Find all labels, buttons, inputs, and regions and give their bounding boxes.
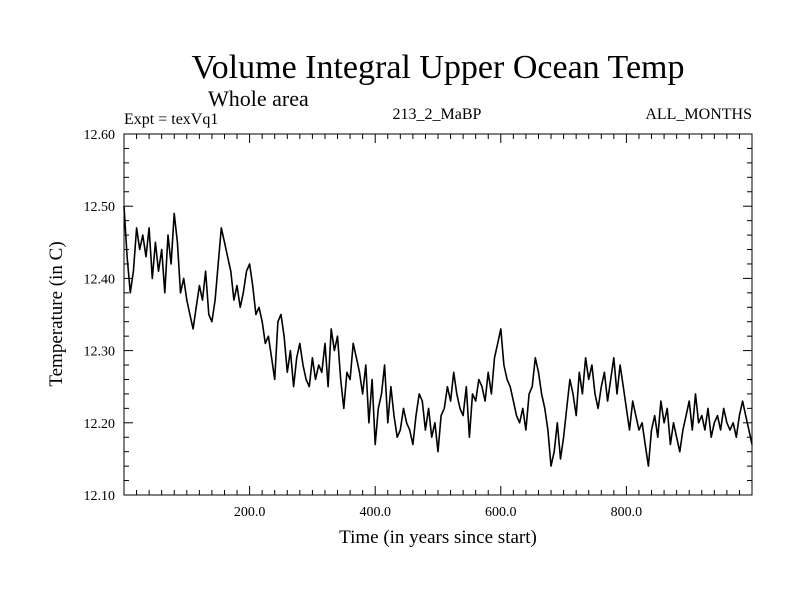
x-tick-label: 800.0 (611, 505, 643, 520)
y-tick-label: 12.10 (84, 489, 116, 504)
experiment-label: Expt = texVq1 (124, 111, 218, 128)
y-tick-label: 12.30 (84, 345, 116, 360)
series-layer (123, 206, 753, 467)
chart-subtitle: Whole area (208, 86, 309, 111)
run-label: 213_2_MaBP (393, 106, 482, 123)
y-axis-label: Temperature (in C) (46, 241, 67, 386)
plot-frame (123, 133, 753, 496)
y-tick-label: 12.60 (84, 128, 116, 143)
x-tick-label: 600.0 (485, 505, 517, 520)
y-axis-ticks: 12.10 12.20 12.30 12.40 12.50 12.60 (84, 128, 752, 504)
series-line-temperature (123, 206, 753, 467)
x-axis-ticks: 200.0 400.0 600.0 800.0 (136, 134, 740, 520)
chart-title: Volume Integral Upper Ocean Temp (192, 49, 685, 86)
y-tick-label: 12.40 (84, 272, 116, 287)
x-tick-label: 200.0 (234, 505, 266, 520)
months-label: ALL_MONTHS (645, 106, 752, 123)
x-axis-label: Time (in years since start) (339, 527, 537, 548)
x-tick-label: 400.0 (359, 505, 391, 520)
y-tick-label: 12.20 (84, 417, 116, 432)
y-tick-label: 12.50 (84, 200, 116, 215)
